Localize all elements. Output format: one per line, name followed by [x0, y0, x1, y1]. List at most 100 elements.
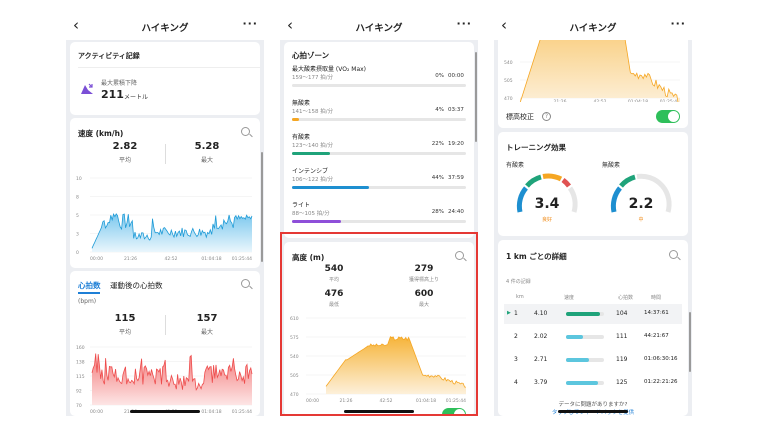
x-tick-label: 42:52 — [380, 398, 393, 404]
altitude-min-value: 476 — [324, 289, 344, 299]
zone-name: 有酸素 — [292, 134, 311, 141]
tab-post-exercise-hr[interactable]: 運動後の心拍数 — [110, 281, 163, 290]
row-selected-arrow-icon: ▶ — [507, 310, 511, 316]
speed-avg-value: 2.82 — [112, 141, 138, 152]
aerobic-gauge — [516, 173, 578, 213]
km-heart-rate: 104 — [616, 310, 628, 317]
km-speed: 2.71 — [534, 356, 548, 363]
area-fill — [520, 32, 680, 102]
y-tick-label: 575 — [290, 335, 299, 341]
area-fill — [92, 353, 252, 405]
descent-icon — [81, 83, 93, 94]
more-icon[interactable]: ··· — [242, 17, 258, 30]
scrollbar[interactable] — [689, 312, 691, 372]
zone-percent: 44% — [431, 175, 444, 181]
back-chevron-icon[interactable]: ‹ — [73, 16, 79, 34]
zoom-icon[interactable] — [241, 279, 250, 288]
zone-range: 88～105 拍/分 — [292, 211, 330, 217]
training-effect-card: トレーニング効果 有酸素 無酸素 3.4 良好 2.2 中 — [498, 132, 688, 236]
zoom-icon[interactable] — [669, 250, 678, 259]
km-time: 01:06:30:16 — [644, 356, 678, 362]
max-descent-value: 211 — [101, 88, 124, 101]
series-line — [519, 32, 679, 102]
y-tick-label: 160 — [76, 345, 85, 351]
scrollbar[interactable] — [261, 152, 263, 262]
x-tick-label: 01:25:44 — [446, 398, 466, 404]
activity-record-card: アクティビティ記録 最大累積下降 211 メートル — [70, 42, 260, 115]
km-speed-bar-track — [566, 335, 604, 339]
elevation-gain-label: 獲得標高上り — [408, 277, 439, 283]
heart-rate-chart: 160138115927000:0021:2642:5201:04:1801:2… — [76, 345, 253, 415]
tab-heart-rate[interactable]: 心拍数 — [78, 281, 101, 290]
km-details-title: 1 km ごとの詳細 — [506, 252, 567, 261]
km-speed-bar-track — [566, 312, 604, 316]
y-tick-label: 540 — [290, 354, 299, 360]
km-speed-bar-fill — [566, 335, 584, 339]
hr-max-label: 最大 — [200, 329, 213, 336]
x-tick-label: 21:26 — [124, 256, 137, 262]
km-number: 3 — [514, 356, 518, 363]
km-speed: 2.02 — [534, 333, 548, 340]
zone-time: 00:00 — [448, 73, 464, 79]
km-time: 01:22:21:26 — [644, 379, 678, 385]
anaerobic-value: 2.2 — [628, 196, 654, 212]
zone-time: 03:37 — [448, 107, 464, 113]
zone-time: 37:59 — [448, 175, 464, 181]
km-heart-rate: 125 — [616, 379, 628, 386]
zone-percent: 4% — [435, 107, 444, 113]
x-tick-label: 42:52 — [594, 99, 607, 102]
x-tick-label: 42:52 — [165, 256, 178, 262]
altitude-min-label: 最低 — [328, 302, 339, 308]
altitude-max-label: 最大 — [418, 302, 429, 308]
km-speed-bar-fill — [566, 381, 598, 385]
zone-time: 19:20 — [448, 141, 464, 147]
zone-percent: 28% — [431, 209, 444, 215]
aerobic-value: 3.4 — [534, 196, 560, 212]
altitude-avg-label: 平均 — [328, 277, 339, 283]
speed-chart: 10 8 5 3 0 00:00 21:26 42:52 01:04:18 01:25:44 — [76, 176, 253, 262]
x-tick-label: 21:26 — [554, 99, 567, 102]
nav-bar: ‹ ハイキング ··· — [66, 12, 264, 40]
altitude-chart-partial: 540 505 470 21:26 42:52 01:04:18 01:25:44 — [504, 32, 680, 102]
y-tick-label: 610 — [290, 316, 299, 322]
help-icon[interactable]: ? — [542, 112, 551, 121]
col-km: km — [516, 294, 524, 300]
more-icon[interactable]: ··· — [456, 17, 472, 30]
zone-bar-track — [292, 152, 466, 155]
max-descent-label: 最大累積下降 — [101, 80, 138, 87]
x-tick-label: 01:04:18 — [416, 398, 436, 404]
y-tick-label: 115 — [76, 374, 85, 380]
nav-bar: ‹ ハイキング ··· — [280, 12, 478, 40]
hr-avg-label: 平均 — [118, 329, 131, 336]
x-tick-label: 01:04:18 — [201, 256, 221, 262]
x-tick-label: 01:25:44 — [232, 409, 252, 415]
km-speed-bar-fill — [566, 358, 589, 362]
aerobic-status: 良好 — [541, 217, 552, 223]
feedback-link[interactable]: タップしてフィードバックを提供 — [551, 410, 635, 416]
more-icon[interactable]: ··· — [670, 17, 686, 30]
feedback-question: データに問題がありますか? — [558, 402, 628, 408]
elevation-correction-toggle[interactable] — [656, 110, 680, 123]
km-speed: 4.10 — [534, 310, 548, 317]
col-heart-rate: 心拍数 — [618, 295, 634, 301]
zoom-icon[interactable] — [455, 251, 464, 260]
elevation-correction-toggle[interactable] — [442, 408, 466, 416]
x-tick-label: 01:04:18 — [201, 409, 221, 415]
x-tick-label: 00:00 — [306, 398, 319, 404]
zoom-icon[interactable] — [241, 127, 250, 136]
elevation-gain-value: 279 — [414, 264, 434, 274]
series-line — [325, 336, 467, 388]
nav-title: ハイキング — [141, 23, 189, 34]
records-count: 4 件の記録 — [506, 279, 531, 285]
anaerobic-gauge — [610, 173, 672, 213]
training-effect-title: トレーニング効果 — [506, 143, 566, 152]
km-speed-bar-track — [566, 358, 604, 362]
scrollbar[interactable] — [475, 52, 477, 142]
back-chevron-icon[interactable]: ‹ — [287, 16, 293, 34]
heart-rate-card: 心拍数 運動後の心拍数 (bpm) 115 平均 157 最大 160 138 11… — [70, 271, 260, 416]
zone-bar-fill — [292, 152, 331, 155]
home-indicator — [130, 410, 200, 413]
zone-name: 無酸素 — [292, 100, 311, 107]
back-chevron-icon[interactable]: ‹ — [501, 16, 507, 34]
nav-bar: ‹ ハイキング ··· — [494, 12, 692, 40]
